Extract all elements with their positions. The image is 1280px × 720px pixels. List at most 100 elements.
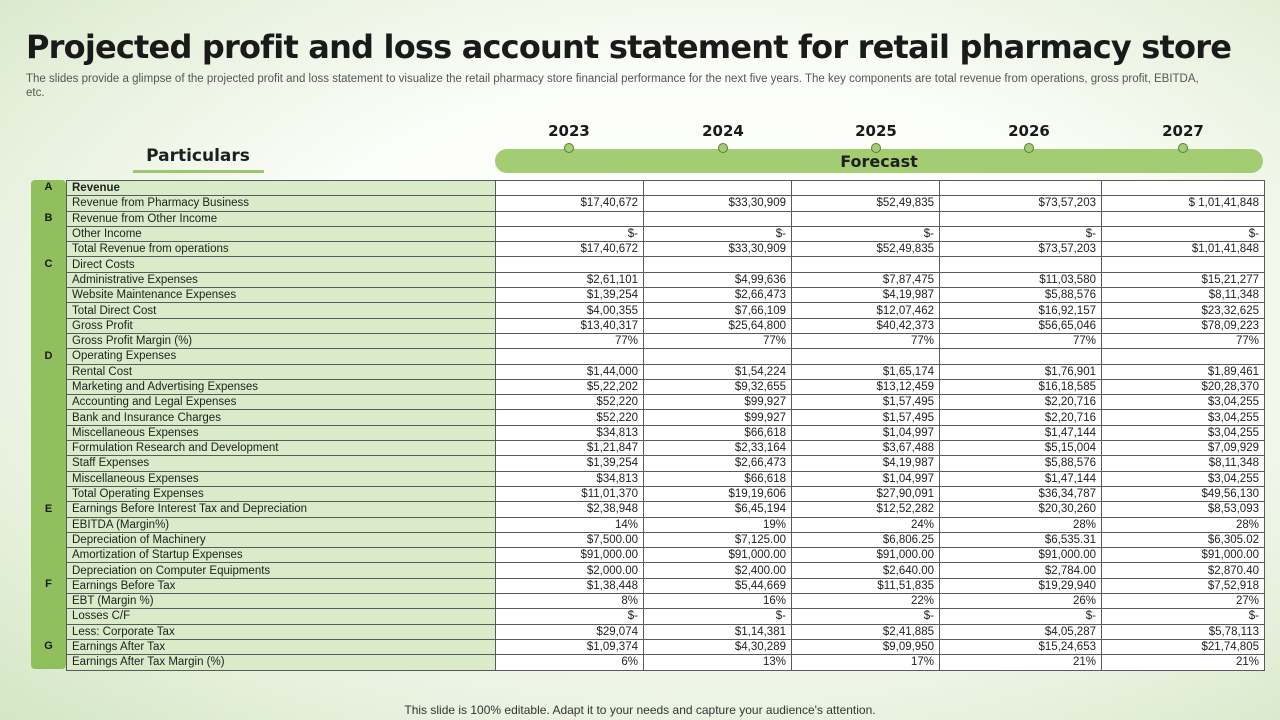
particulars-underline xyxy=(133,170,264,173)
table-row: Less: Corporate Tax $29,074 $1,14,381 $2,41… xyxy=(66,623,1265,640)
value-cell-2023: $29,074 xyxy=(495,623,644,640)
table-row: Total Revenue from operations $17,40,672 $… xyxy=(66,241,1265,258)
value-cell-2023: $4,00,355 xyxy=(495,302,644,319)
row-label: EBT (Margin %) xyxy=(66,593,496,610)
value-cell-2025 xyxy=(791,179,940,197)
row-label: Gross Profit xyxy=(66,317,496,334)
value-cell-2023: $1,21,847 xyxy=(495,440,644,457)
year-label-2026: 2026 xyxy=(1008,122,1050,140)
value-cell-2025: $52,49,835 xyxy=(791,241,940,258)
value-cell-2027: $91,000.00 xyxy=(1101,547,1265,564)
value-cell-2025: $6,806.25 xyxy=(791,531,940,549)
value-cell-2026: $1,47,144 xyxy=(939,470,1102,487)
timeline-dot-2025 xyxy=(871,143,881,153)
table-row: Marketing and Advertising Expenses $5,22,… xyxy=(66,378,1265,396)
value-cell-2025: 24% xyxy=(791,516,940,533)
value-cell-2026: $5,88,576 xyxy=(939,287,1102,304)
row-label: Earnings Before Tax xyxy=(66,577,496,595)
value-cell-2023: $1,09,374 xyxy=(495,638,644,656)
value-cell-2027: $6,305.02 xyxy=(1101,531,1265,549)
value-cell-2026: $2,784.00 xyxy=(939,562,1102,579)
value-cell-2027: $8,11,348 xyxy=(1101,287,1265,304)
row-label: Revenue from Other Income xyxy=(66,210,496,227)
section-letter-e: E xyxy=(44,503,53,515)
value-cell-2024: $99,927 xyxy=(643,394,792,411)
table-row: Direct Costs xyxy=(66,256,1265,273)
value-cell-2025 xyxy=(791,348,940,365)
value-cell-2023: $13,40,317 xyxy=(495,317,644,334)
table-row: Losses C/F $- $- $- $- $- xyxy=(66,608,1265,625)
table-row: Gross Profit $13,40,317 $25,64,800 $40,42,3… xyxy=(66,317,1265,334)
table-row: Earnings After Tax Margin (%) 6% 13% 17% 21%… xyxy=(66,654,1265,671)
value-cell-2023 xyxy=(495,210,644,227)
row-label: Depreciation of Machinery xyxy=(66,531,496,549)
value-cell-2026: $11,03,580 xyxy=(939,271,1102,289)
value-cell-2023: $1,39,254 xyxy=(495,287,644,304)
value-cell-2024: $9,32,655 xyxy=(643,378,792,396)
year-label-2024: 2024 xyxy=(702,122,744,140)
section-letter-b: B xyxy=(44,212,53,224)
year-label-2023: 2023 xyxy=(548,122,590,140)
section-letter-f: F xyxy=(45,578,52,590)
table-row: Other Income $- $- $- $- $- xyxy=(66,225,1265,243)
value-cell-2026: $6,535.31 xyxy=(939,531,1102,549)
value-cell-2023: $17,40,672 xyxy=(495,241,644,258)
value-cell-2025: $1,04,997 xyxy=(791,424,940,442)
value-cell-2023: $1,39,254 xyxy=(495,455,644,472)
row-label: Accounting and Legal Expenses xyxy=(66,394,496,411)
table-row: Miscellaneous Expenses $34,813 $66,618 $1,0… xyxy=(66,424,1265,442)
value-cell-2024: $2,400.00 xyxy=(643,562,792,579)
value-cell-2026: $19,29,940 xyxy=(939,577,1102,595)
value-cell-2027: $3,04,255 xyxy=(1101,394,1265,411)
value-cell-2024 xyxy=(643,348,792,365)
value-cell-2025: $- xyxy=(791,225,940,243)
table-row: EBT (Margin %) 8% 16% 22% 26% 27% xyxy=(66,593,1265,610)
value-cell-2026: $36,34,787 xyxy=(939,485,1102,503)
value-cell-2025: $1,57,495 xyxy=(791,409,940,426)
row-label: Amortization of Startup Expenses xyxy=(66,547,496,564)
timeline-dot-2024 xyxy=(718,143,728,153)
value-cell-2027 xyxy=(1101,256,1265,273)
value-cell-2026: 26% xyxy=(939,593,1102,610)
value-cell-2027 xyxy=(1101,210,1265,227)
value-cell-2024: 19% xyxy=(643,516,792,533)
table-row: Total Operating Expenses $11,01,370 $19,19… xyxy=(66,485,1265,503)
value-cell-2024: $1,14,381 xyxy=(643,623,792,640)
table-row: Staff Expenses $1,39,254 $2,66,473 $4,19,98… xyxy=(66,455,1265,472)
value-cell-2025: $9,09,950 xyxy=(791,638,940,656)
value-cell-2026 xyxy=(939,210,1102,227)
value-cell-2023: $34,813 xyxy=(495,424,644,442)
value-cell-2025: 17% xyxy=(791,654,940,671)
value-cell-2026: $73,57,203 xyxy=(939,241,1102,258)
timeline-dot-2027 xyxy=(1178,143,1188,153)
value-cell-2025 xyxy=(791,210,940,227)
forecast-label: Forecast xyxy=(840,152,918,171)
value-cell-2024: $2,66,473 xyxy=(643,455,792,472)
value-cell-2027: $78,09,223 xyxy=(1101,317,1265,334)
row-label: Total Revenue from operations xyxy=(66,241,496,258)
value-cell-2026: $73,57,203 xyxy=(939,195,1102,212)
value-cell-2027 xyxy=(1101,179,1265,197)
value-cell-2025: $13,12,459 xyxy=(791,378,940,396)
year-label-2025: 2025 xyxy=(855,122,897,140)
value-cell-2025: $12,52,282 xyxy=(791,501,940,518)
row-label: Other Income xyxy=(66,225,496,243)
value-cell-2025: 77% xyxy=(791,332,940,350)
value-cell-2027: $3,04,255 xyxy=(1101,424,1265,442)
timeline-dot-2023 xyxy=(564,143,574,153)
value-cell-2023: 6% xyxy=(495,654,644,671)
value-cell-2025: $27,90,091 xyxy=(791,485,940,503)
value-cell-2023: $2,61,101 xyxy=(495,271,644,289)
value-cell-2026: 77% xyxy=(939,332,1102,350)
table-row: Depreciation of Machinery $7,500.00 $7,125… xyxy=(66,531,1265,549)
value-cell-2026: $16,18,585 xyxy=(939,378,1102,396)
value-cell-2023: $2,000.00 xyxy=(495,562,644,579)
value-cell-2024: $99,927 xyxy=(643,409,792,426)
value-cell-2024: $4,99,636 xyxy=(643,271,792,289)
row-label: Direct Costs xyxy=(66,256,496,273)
table-row: Website Maintenance Expenses $1,39,254 $2,… xyxy=(66,287,1265,304)
table-row: Administrative Expenses $2,61,101 $4,99,63… xyxy=(66,271,1265,289)
timeline-dot-2026 xyxy=(1024,143,1034,153)
row-label: Total Direct Cost xyxy=(66,302,496,319)
value-cell-2024: $1,54,224 xyxy=(643,363,792,380)
